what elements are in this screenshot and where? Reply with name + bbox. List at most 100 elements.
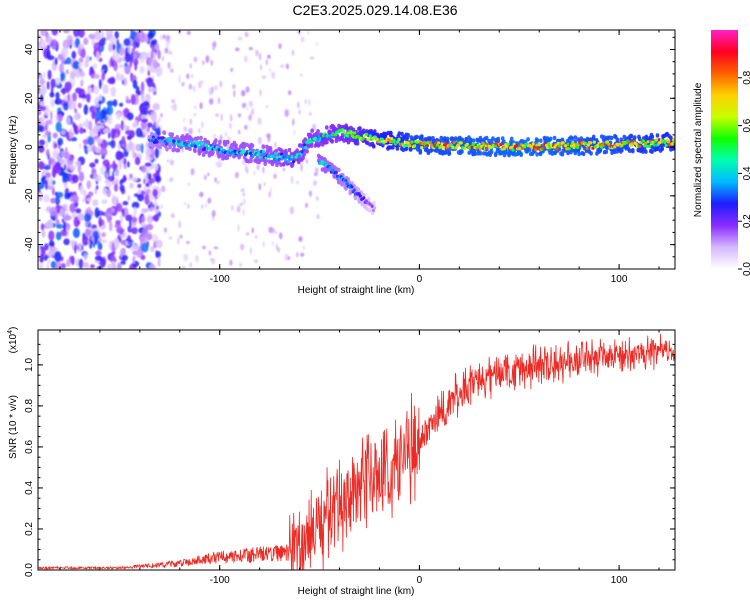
trace-blob [420,146,424,150]
y-tick-label: 0.4 [24,481,35,495]
y-tick-label: 1.0 [24,357,35,371]
trace-blob [405,143,409,147]
trace-blob [547,142,551,146]
noise-blob [134,50,139,60]
trace-blob [650,149,654,154]
colorbar-tick-label: 0.4 [742,166,750,180]
noise-blob [274,141,277,148]
noise-blob [160,113,163,118]
snr-series-line [38,333,675,570]
noise-blob [126,112,134,121]
trace-blob [404,140,408,145]
noise-blob [78,143,82,149]
noise-blob [73,216,80,228]
noise-blob [143,186,147,192]
noise-blob [63,152,71,160]
noise-blob [139,104,146,113]
noise-blob [160,185,166,193]
noise-blob [98,216,102,228]
noise-blob [315,42,319,46]
trace-blob [478,147,483,151]
noise-blob [38,109,42,116]
trace-blob [574,143,579,147]
trace-blob [561,141,565,145]
trace-blob [565,147,569,151]
trace-blob [577,151,581,157]
trace-blob [441,145,445,149]
trace-blob [349,131,353,135]
noise-blob [213,85,218,91]
noise-blob [120,120,124,131]
trace-blob [373,129,377,134]
noise-blob [38,139,46,146]
snr-y-ticks: 0.0 0.2 0.4 0.6 0.8 1.0 [24,343,675,577]
noise-blob [100,147,108,157]
noise-blob [215,113,220,117]
snr-frame [37,329,676,571]
noise-blob [89,264,95,269]
noise-blob [117,152,125,159]
noise-blob [178,74,181,83]
trace-blob [609,135,614,141]
trace-blob [356,187,361,192]
noise-blob [39,79,46,84]
noise-blob [102,159,110,167]
noise-blob [152,103,160,111]
noise-blob [117,262,122,269]
noise-blob [123,123,127,132]
trace-blob [397,137,401,141]
noise-blob [101,232,106,238]
noise-blob [307,31,309,35]
noise-blob [256,163,260,171]
trace-blob [534,147,538,152]
trace-blob [342,130,346,134]
noise-blob [188,182,190,187]
noise-blob [240,188,245,193]
noise-blob [79,185,85,195]
noise-blob [260,64,263,71]
noise-blob [55,77,60,86]
trace-blob [509,136,514,141]
noise-blob [168,235,173,240]
noise-blob [106,100,115,107]
noise-blob [255,49,259,57]
noise-blob [229,122,232,130]
noise-blob [101,239,107,244]
spectrogram-y-label: Frequency (Hz) [8,116,19,185]
noise-blob [134,156,141,166]
noise-blob [61,46,69,58]
trace-blob [489,145,493,150]
trace-blob [344,186,348,191]
trace-blob [518,147,522,151]
noise-blob [41,246,45,255]
noise-blob [161,55,165,62]
noise-blob [296,252,299,258]
noise-blob [71,50,77,60]
noise-blob [229,259,233,266]
noise-blob [246,106,249,112]
noise-blob [39,88,45,95]
noise-blob [207,197,212,204]
noise-blob [112,42,116,51]
noise-blob [119,184,125,192]
noise-blob [45,172,51,178]
spectrogram-marks [38,30,675,269]
noise-blob [98,38,106,47]
noise-blob [254,235,258,239]
noise-blob [254,259,258,264]
trace-blob [158,144,162,150]
noise-blob [238,262,243,268]
trace-blob [372,200,376,205]
noise-blob [270,227,275,234]
trace-blob [155,143,160,149]
noise-blob [119,102,124,107]
snr-x-ticks: -100 0 100 [59,330,660,586]
trace-blob [176,148,181,153]
trace-blob [428,141,432,145]
trace-blob [316,138,320,142]
trace-blob [162,130,167,136]
trace-blob [567,147,571,151]
trace-blob [302,143,306,147]
noise-blob [193,105,198,110]
noise-blob [242,192,246,197]
